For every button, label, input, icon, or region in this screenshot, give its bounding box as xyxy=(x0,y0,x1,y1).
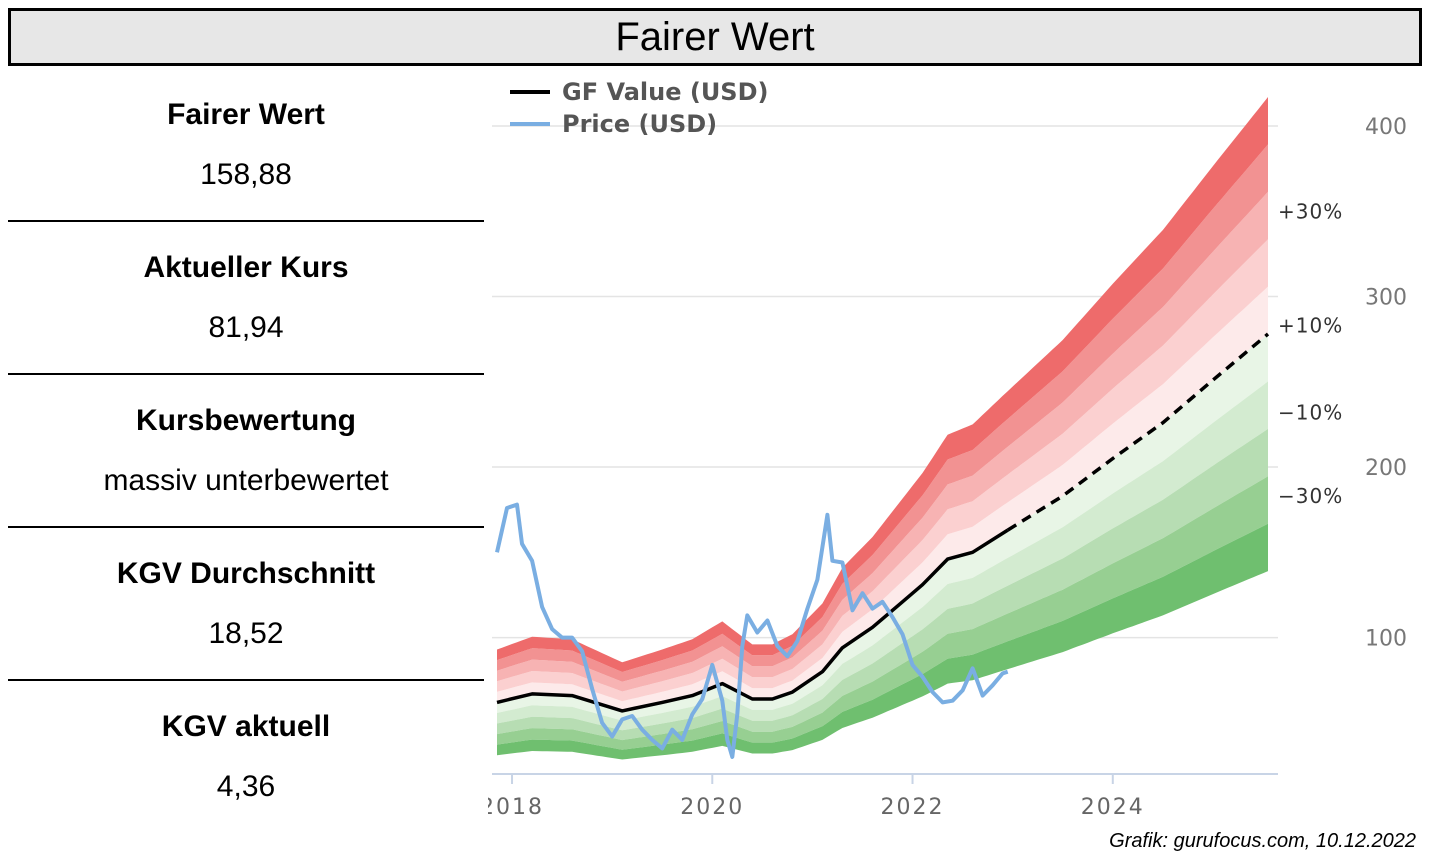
axes: 100 200 300 400 2018 2020 2022 2024 +30% +10% −10%… xyxy=(488,115,1407,820)
divider xyxy=(8,679,484,681)
x-tick-label: 2018 xyxy=(488,795,544,820)
metric-label: Aktueller Kurs xyxy=(143,251,349,284)
legend: GF Value (USD) Price (USD) xyxy=(510,78,768,138)
metric-label: KGV Durchschnitt xyxy=(116,557,376,590)
metric-value: 18,52 xyxy=(208,617,284,650)
metric-current-price: Aktueller Kurs 81,94 xyxy=(8,251,484,345)
price-line xyxy=(495,502,1009,759)
divider xyxy=(8,526,484,528)
metric-pe-average: KGV Durchschnitt 18,52 xyxy=(8,557,484,651)
x-tick-label: 2024 xyxy=(1081,795,1145,820)
y-tick-label: 200 xyxy=(1365,456,1407,481)
y-tick-label: 400 xyxy=(1365,115,1407,140)
metric-value: 81,94 xyxy=(208,311,284,344)
metric-label: Kursbewertung xyxy=(135,404,357,437)
metric-pe-current: KGV aktuell 4,36 xyxy=(8,710,484,804)
metric-value: 4,36 xyxy=(216,770,276,803)
value-band xyxy=(497,523,1268,760)
metric-valuation: Kursbewertung massiv unterbewertet xyxy=(8,404,484,498)
gf-value-line xyxy=(496,528,1009,713)
gf-value-projection-line xyxy=(1006,332,1270,532)
metric-label: KGV aktuell xyxy=(161,710,331,743)
band-label: −30% xyxy=(1278,484,1343,508)
metric-value: 158,88 xyxy=(200,158,292,191)
page-title: Fairer Wert xyxy=(615,14,815,59)
band-label: +10% xyxy=(1278,314,1343,338)
series-lines xyxy=(495,332,1270,759)
legend-label-price: Price (USD) xyxy=(562,110,717,138)
divider xyxy=(8,220,484,222)
x-tick-label: 2020 xyxy=(680,795,744,820)
metric-fair-value: Fairer Wert 158,88 xyxy=(8,98,484,192)
legend-label-gf-value: GF Value (USD) xyxy=(562,78,768,106)
page-title-bar: Fairer Wert xyxy=(8,8,1422,66)
metric-label: Fairer Wert xyxy=(167,98,325,131)
band-label: +30% xyxy=(1278,199,1343,223)
metric-value: massiv unterbewertet xyxy=(103,464,389,497)
divider xyxy=(8,373,484,375)
image-credit: Grafik: gurufocus.com, 10.12.2022 xyxy=(1109,830,1416,852)
value-bands xyxy=(497,97,1268,760)
y-tick-label: 100 xyxy=(1365,627,1407,652)
band-label: −10% xyxy=(1278,400,1343,424)
gf-value-chart: 100 200 300 400 2018 2020 2022 2024 +30% +10% −10%… xyxy=(488,78,1407,820)
x-tick-label: 2022 xyxy=(881,795,945,820)
y-tick-label: 300 xyxy=(1365,286,1407,311)
